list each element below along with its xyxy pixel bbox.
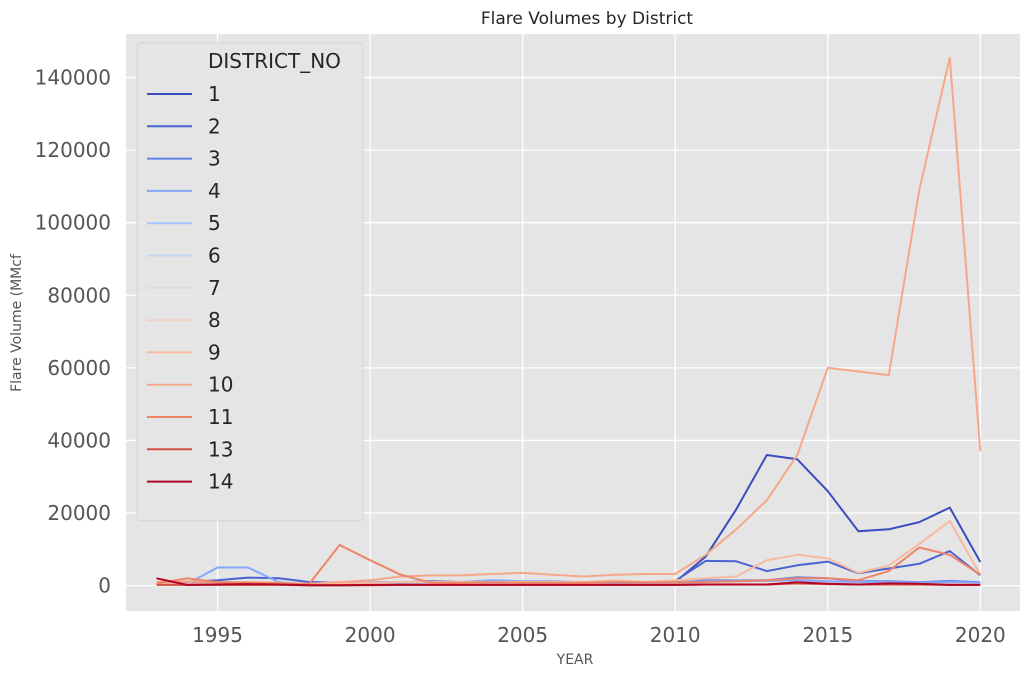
y-axis-title: Flare Volume (MMcf <box>9 253 25 392</box>
x-tick-label: 2015 <box>802 623 853 647</box>
legend-label-3: 3 <box>208 147 221 171</box>
legend-label-5: 5 <box>208 211 221 235</box>
y-tick-label: 100000 <box>35 211 111 235</box>
legend: DISTRICT_NO 1 2 3 4 5 6 7 8 9 10 11 13 14 <box>136 42 364 522</box>
series-line-11 <box>156 544 981 586</box>
series-line-14 <box>156 577 981 587</box>
x-tick-label: 2005 <box>497 623 548 647</box>
legend-label-2: 2 <box>208 114 221 138</box>
legend-label-8: 8 <box>208 308 221 332</box>
x-tick-label: 1995 <box>192 623 243 647</box>
y-tick-label: 80000 <box>47 283 111 307</box>
y-tick-label: 20000 <box>47 501 111 525</box>
y-tick-labels: 0 20000 40000 60000 80000 100000 120000 140000 <box>35 66 111 598</box>
legend-label-9: 9 <box>208 340 221 364</box>
x-tick-label: 2020 <box>955 623 1006 647</box>
legend-label-7: 7 <box>208 276 221 300</box>
legend-label-1: 1 <box>208 82 221 106</box>
x-tick-label: 2000 <box>345 623 396 647</box>
legend-label-11: 11 <box>208 405 233 429</box>
legend-items: 1 2 3 4 5 6 7 8 9 10 11 13 14 <box>147 82 233 494</box>
x-axis-title: YEAR <box>556 652 594 668</box>
x-tick-labels: 1995 2000 2005 2010 2015 2020 <box>192 623 1006 647</box>
x-tick-label: 2010 <box>650 623 701 647</box>
y-tick-label: 40000 <box>47 428 111 452</box>
series-lines <box>156 56 982 587</box>
legend-title: DISTRICT_NO <box>208 49 341 73</box>
legend-label-13: 13 <box>208 437 233 461</box>
y-tick-label: 60000 <box>47 356 111 380</box>
y-tick-label: 0 <box>98 574 111 598</box>
legend-label-4: 4 <box>208 179 221 203</box>
legend-label-10: 10 <box>208 373 233 397</box>
chart-title: Flare Volumes by District <box>481 9 694 29</box>
legend-box <box>136 42 364 522</box>
y-tick-label: 120000 <box>35 138 111 162</box>
y-tick-label: 140000 <box>35 66 111 90</box>
legend-label-14: 14 <box>208 470 233 494</box>
legend-label-6: 6 <box>208 244 221 268</box>
